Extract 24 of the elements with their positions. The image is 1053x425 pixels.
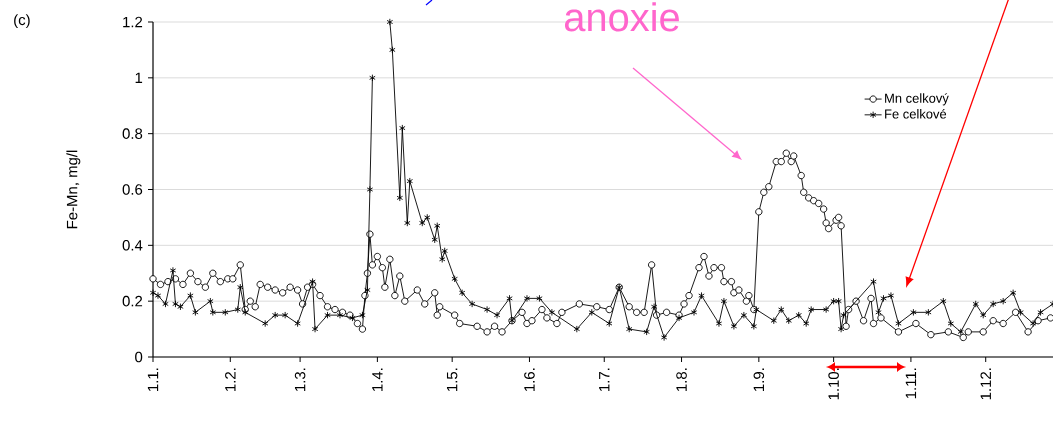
x-tick-label: 1.8. [676,368,687,391]
legend-label: Mn celkový [885,93,949,106]
x-tick-label: 1.1. [147,368,159,391]
x-tick-label: 1.10. [828,368,839,400]
x-tick-label: 1.11. [905,368,917,399]
x-tick-label: 1.5. [446,368,458,391]
x-tick-label: 1.9. [753,368,765,391]
y-tick-label: 0.8 [122,128,143,139]
y-tick-label: 1 [135,72,143,83]
x-tick-label: 1.12. [980,368,991,400]
x-tick-label: 1.7. [599,368,610,391]
x-tick-label: 1.6. [524,368,535,391]
y-tick-label: 0.4 [122,240,143,251]
text: (c) [14,14,30,29]
x-tick-label: 1.3. [294,368,306,391]
y-tick-label: 0.6 [122,184,143,195]
y-tick-label: 0 [135,351,143,363]
legend-label: Fe celkové [885,108,947,119]
y-axis-title: Fe-Mn, mg/l [66,150,81,229]
x-tick-label: 1.4. [372,368,383,391]
x-tick-label: 1.2. [225,368,236,391]
y-tick-label: 1.2 [123,16,143,28]
annotation: anoxie [564,2,679,32]
y-tick-label: 0.2 [122,295,143,307]
